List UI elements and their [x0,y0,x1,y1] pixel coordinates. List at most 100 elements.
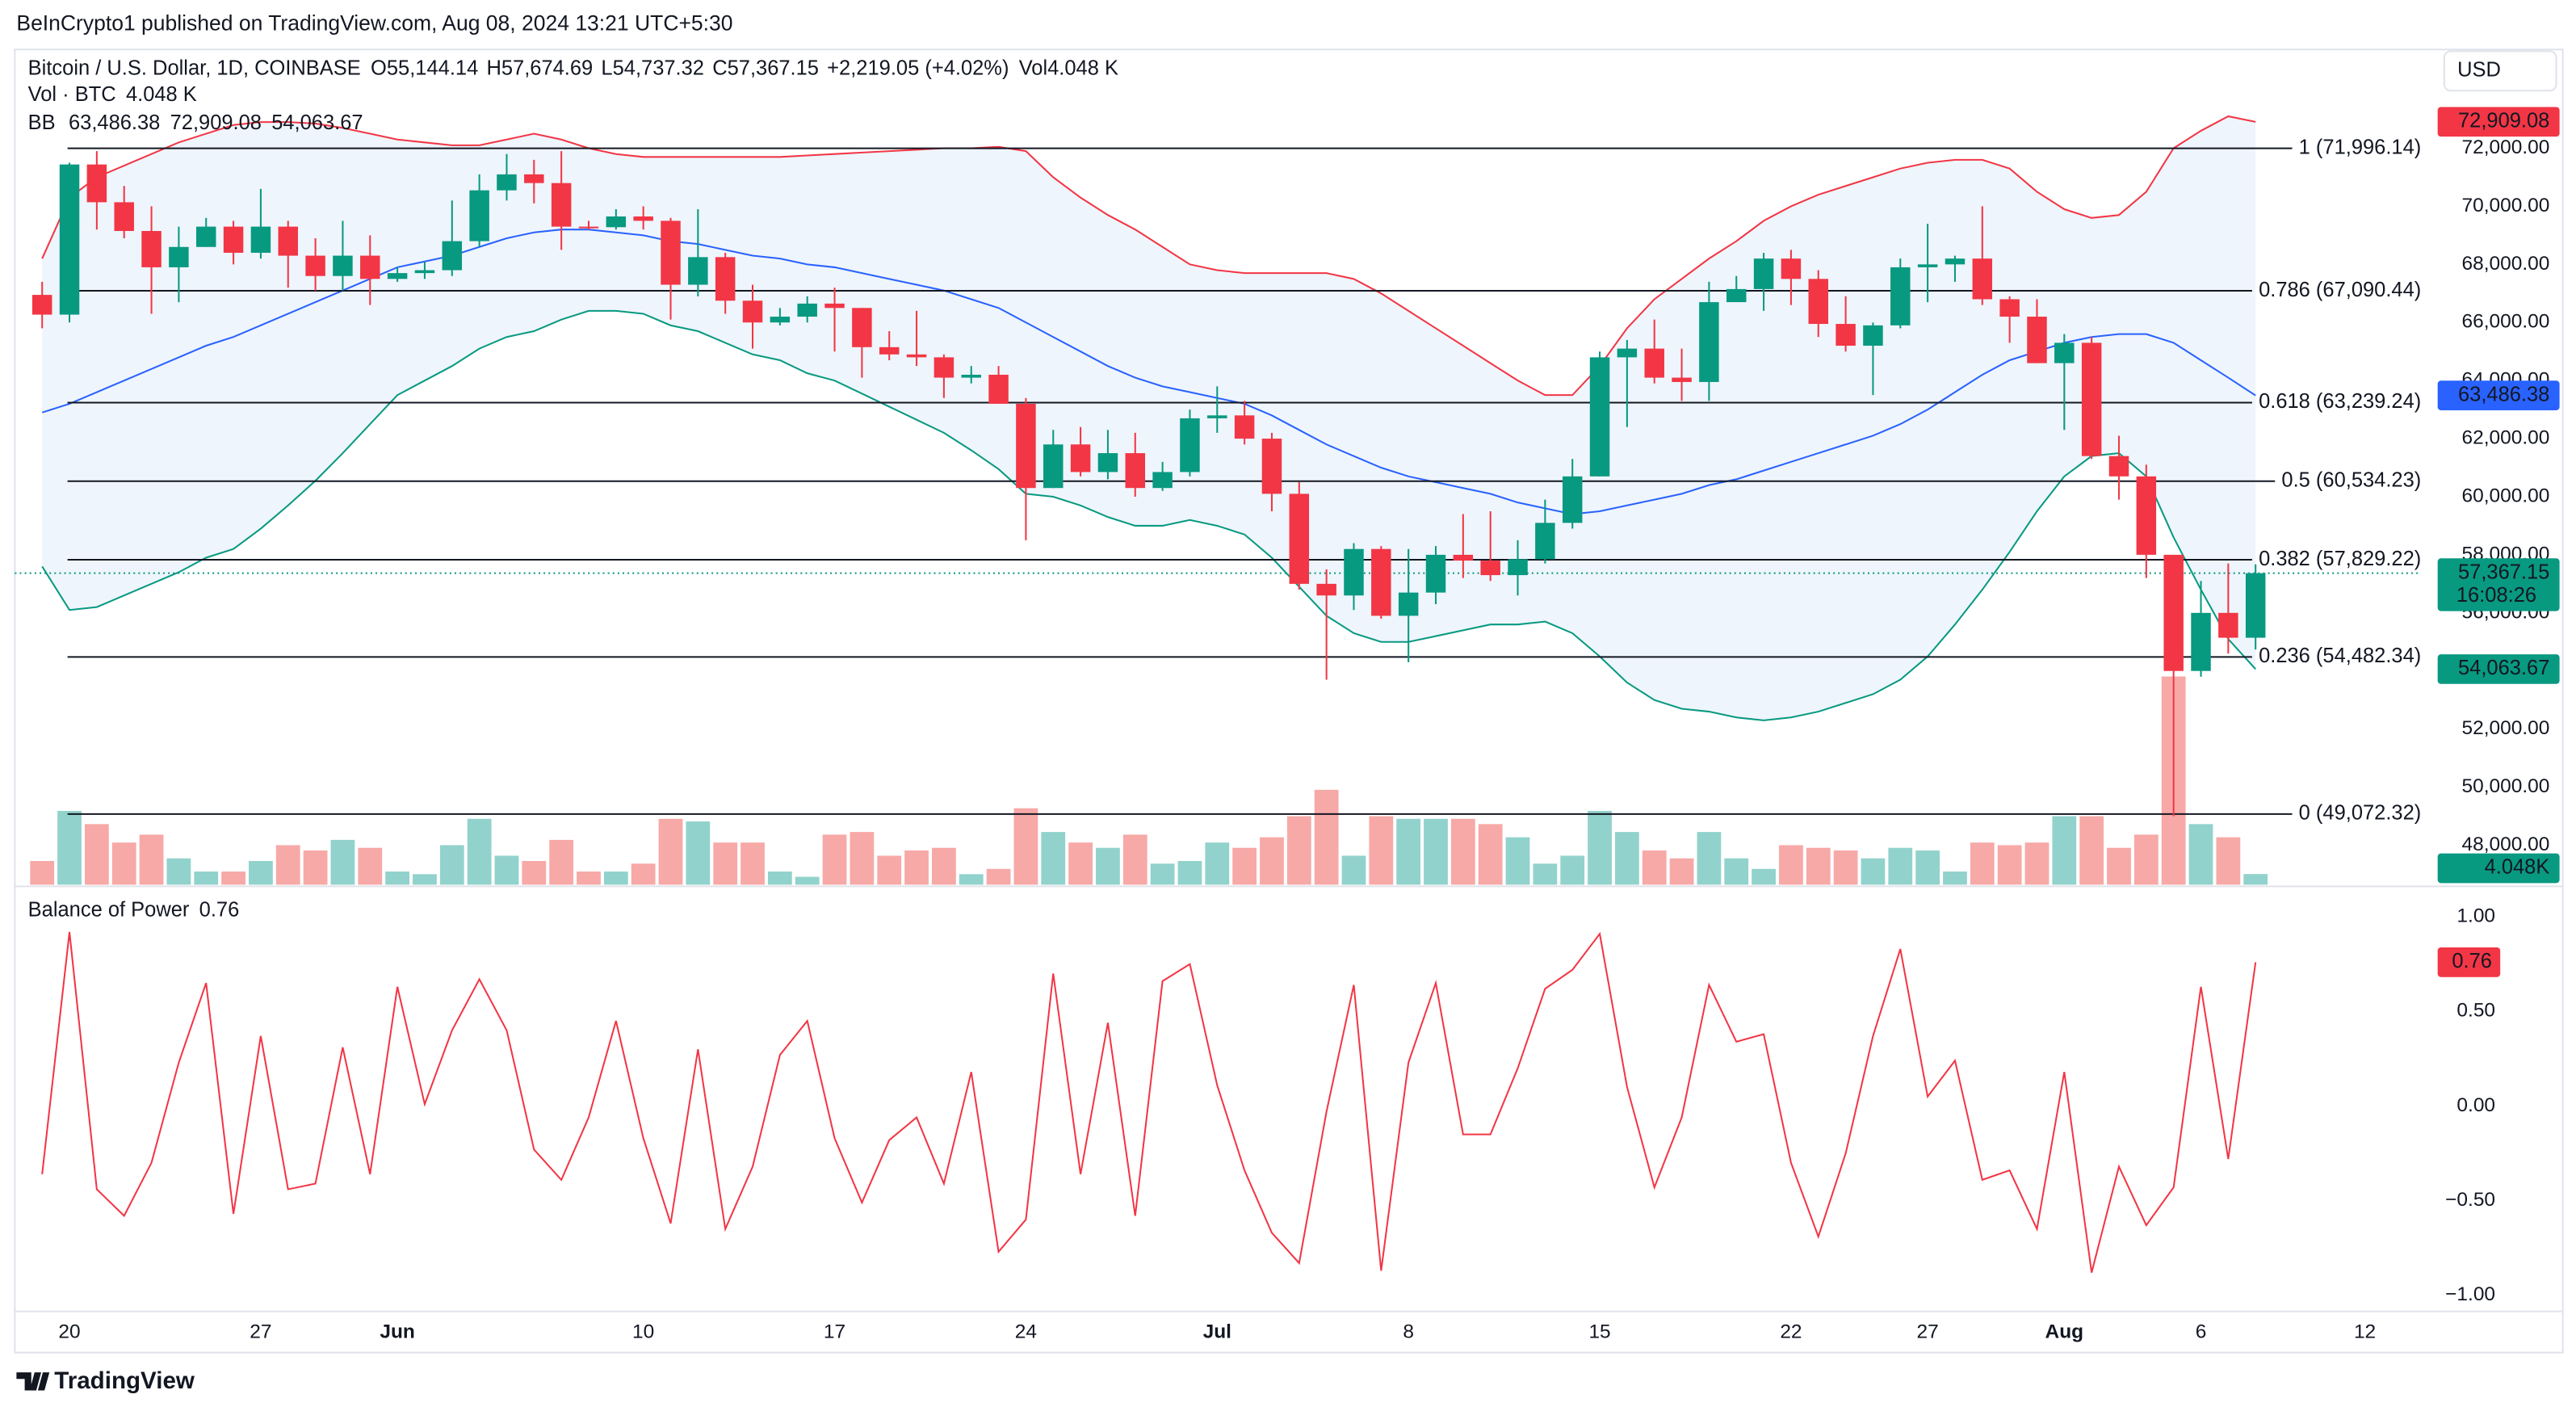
x-tick-label: 22 [1780,1321,1802,1343]
volume-bar [1861,858,1886,885]
volume-bar [1478,824,1503,885]
volume-bar [1068,842,1093,885]
candle-body [333,255,353,276]
candle-body [906,354,927,358]
volume-bar [1697,832,1722,885]
ohlc-key: H [486,57,501,79]
volume-bar [1833,850,1858,885]
y-tick-label: 50,000.00 [2462,775,2550,797]
volume-bar [139,834,164,885]
indicator-tag: 0.76 [2452,950,2492,972]
volume-bar [57,810,82,885]
volume-bar [1041,832,1066,885]
volume-bar [577,872,601,885]
volume-bar [1588,810,1612,885]
candle-body [31,295,52,315]
volume-bar [2024,842,2049,885]
y-tick-label: 68,000.00 [2462,253,2550,275]
ohlc-key: L [601,57,612,79]
brand-logo [16,1372,50,1391]
volume-bar [795,876,820,885]
candle-body [606,216,627,228]
volume-value: 4.048 K [1047,57,1118,79]
volume-bar [1752,868,1776,885]
volume-bar [194,872,219,885]
candle-body [1016,403,1036,489]
volume-bar [877,855,902,885]
bb-line [41,115,2256,397]
candle-body [879,346,900,355]
candle-body [1781,258,1802,279]
x-tick-label: Aug [2045,1321,2084,1343]
candle-body [86,164,107,203]
y-tick-label: 48,000.00 [2462,834,2550,855]
candle-body [578,226,599,229]
candle-body [223,226,244,253]
volume-bar [1232,847,1257,885]
candle-body [961,374,981,378]
candle-body [933,357,954,378]
candle-body [1863,325,1883,346]
candle-body [551,183,572,227]
currency-button[interactable] [2443,50,2557,92]
volume-bar [1286,816,1311,885]
volume-bar [2188,824,2213,885]
candle-body [715,257,736,301]
x-tick-label: 20 [58,1321,80,1343]
indicator-line [41,931,2257,1273]
candle-body [1890,267,1911,326]
candle-body [1398,592,1419,616]
volume-bar [1013,808,1038,885]
ohlc-key: O [371,57,387,79]
volume-bar [1779,845,1803,885]
x-tick-label: 15 [1588,1321,1610,1343]
volume-bar [1205,842,1230,885]
candle-body [1699,302,1719,382]
candle-body [2218,612,2238,638]
currency[interactable]: USD [2457,59,2501,82]
x-tick-label: 17 [824,1321,845,1343]
indicator-tag-bg [2437,947,2501,977]
volume-bar [1888,847,1913,885]
candle-body [2027,317,2047,363]
volume-bar [1669,858,1694,885]
volume-bar [631,863,656,885]
candle-body [1180,418,1200,472]
volume-bar [1970,842,1995,885]
volume-bar [1096,847,1120,885]
candle-body [824,303,845,309]
indicator-tick-label: −1.00 [2445,1283,2495,1305]
volume-bar [249,860,273,885]
volume-bar [1424,818,1448,885]
close-tag: 57,367.15 [2458,561,2549,583]
volume-bar [1369,816,1394,885]
candle-body [1808,279,1829,325]
ohlc-key: C [712,57,727,79]
candle-body [2245,573,2266,638]
candle-body [387,273,408,279]
x-tick-label: 6 [2196,1321,2207,1343]
candle-body [1070,444,1091,472]
fib-label: 1 (71,996.14) [2299,136,2422,158]
bb-basis-tag: 63,486.38 [2458,383,2549,405]
bb-line [41,229,2256,515]
volume-bar [439,845,464,885]
x-tick-label: Jul [1203,1321,1231,1343]
candle-body [1753,258,1774,289]
volume-bar [1997,845,2022,885]
fib-label: 0.236 (54,482.34) [2259,645,2421,667]
volume-bar [1177,860,1202,885]
x-tick-label: 10 [632,1321,654,1343]
volume-bar [713,842,738,885]
volume-bar [413,874,437,885]
volume-bar [1505,837,1530,885]
volume-bar [1724,858,1749,885]
volume-bar [686,821,711,885]
volume-key: Vol [1019,57,1047,79]
candle-body [1480,561,1500,576]
candle-body [1535,523,1555,560]
candle-body [141,230,162,267]
volume-bar [2243,874,2268,885]
candle-body [1234,415,1255,439]
volume-bar [303,850,328,885]
